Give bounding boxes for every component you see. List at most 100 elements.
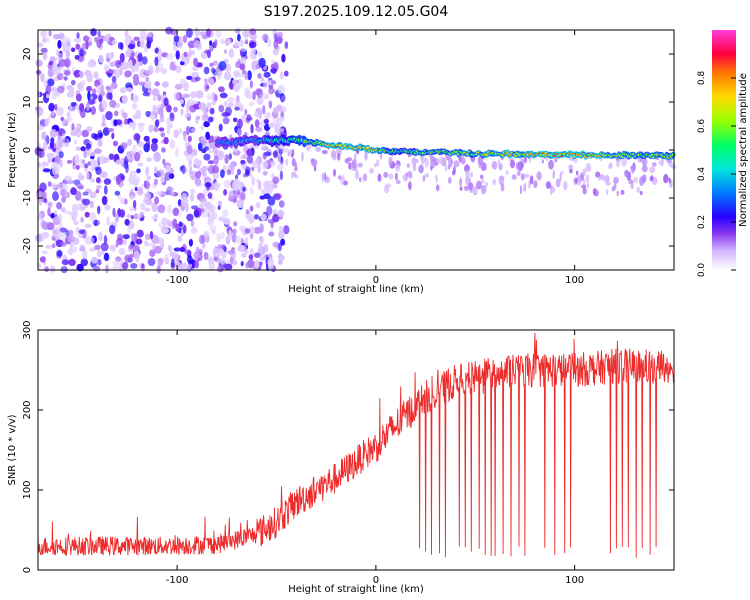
noise-speckle	[86, 150, 90, 157]
noise-speckle	[215, 69, 223, 77]
noise-speckle	[264, 112, 272, 119]
noise-speckle	[194, 27, 200, 37]
noise-speckle	[127, 43, 136, 50]
noise-speckle	[146, 139, 151, 149]
noise-speckle	[209, 78, 215, 86]
scatter-speckle	[595, 171, 601, 178]
noise-speckle	[68, 104, 73, 111]
noise-speckle	[161, 147, 166, 153]
noise-speckle	[124, 198, 128, 205]
scatter-speckle	[498, 163, 503, 171]
scatter-speckle	[528, 180, 531, 189]
noise-speckle	[124, 70, 132, 78]
scatter-speckle	[485, 181, 488, 188]
noise-speckle	[277, 128, 285, 133]
noise-speckle	[239, 49, 243, 57]
noise-speckle	[263, 118, 269, 125]
noise-speckle	[208, 216, 213, 224]
noise-speckle	[106, 216, 111, 226]
noise-speckle	[260, 252, 267, 261]
noise-speckle	[172, 207, 180, 217]
scatter-speckle	[348, 162, 352, 170]
noise-speckle	[268, 100, 273, 109]
scatter-speckle	[465, 170, 471, 178]
noise-speckle	[89, 247, 97, 252]
noise-speckle	[89, 211, 97, 222]
noise-speckle	[153, 126, 159, 133]
noise-speckle	[278, 200, 285, 208]
scatter-speckle	[337, 175, 342, 180]
noise-speckle	[125, 49, 132, 58]
noise-speckle	[81, 129, 90, 138]
spectrogram-y-ticks: -20 -10 0 10 20	[22, 48, 674, 254]
noise-speckle	[244, 236, 249, 246]
noise-speckle	[232, 180, 240, 191]
noise-speckle	[145, 76, 150, 82]
noise-speckle	[247, 214, 256, 224]
x-tick-label: 100	[565, 575, 584, 586]
noise-speckle	[62, 36, 71, 45]
noise-speckle	[220, 169, 225, 179]
noise-speckle	[105, 111, 113, 121]
noise-speckle	[106, 57, 111, 63]
noise-speckle	[71, 123, 75, 131]
figure-title: S197.2025.109.12.05.G04	[264, 4, 449, 20]
noise-speckle	[56, 145, 61, 154]
noise-speckle	[262, 171, 268, 176]
noise-speckle	[120, 174, 126, 181]
noise-speckle	[44, 118, 49, 127]
noise-speckle	[232, 260, 238, 266]
noise-speckle	[223, 71, 232, 81]
noise-speckle	[112, 207, 116, 218]
noise-speckle	[238, 73, 246, 78]
noise-speckle	[97, 205, 101, 215]
noise-speckle	[47, 222, 55, 231]
noise-speckle	[92, 265, 101, 272]
noise-speckle	[45, 93, 50, 99]
noise-speckle	[74, 73, 80, 78]
noise-speckle	[124, 118, 128, 125]
scatter-speckle	[395, 179, 401, 185]
noise-speckle	[209, 225, 217, 232]
noise-speckle	[105, 85, 111, 91]
scatter-speckle	[436, 157, 440, 164]
scatter-speckle	[290, 153, 294, 158]
scatter-speckle	[315, 146, 321, 152]
noise-speckle	[163, 97, 169, 107]
noise-speckle	[79, 103, 85, 112]
scatter-speckle	[359, 176, 362, 183]
noise-speckle	[231, 169, 235, 175]
noise-speckle	[257, 180, 262, 190]
noise-speckle	[43, 197, 48, 203]
noise-speckle	[54, 103, 58, 111]
noise-speckle	[195, 90, 204, 99]
noise-speckle	[78, 229, 85, 235]
noise-speckle	[52, 165, 58, 176]
noise-speckle	[268, 160, 276, 165]
noise-speckle	[137, 162, 144, 167]
noise-speckle	[276, 31, 284, 38]
noise-speckle	[63, 76, 68, 81]
noise-speckle	[129, 253, 135, 258]
noise-speckle	[245, 166, 251, 175]
noise-speckle	[167, 204, 173, 215]
noise-speckle	[62, 43, 69, 53]
noise-speckle	[268, 122, 275, 128]
scatter-speckle	[408, 181, 412, 191]
scatter-speckle	[383, 184, 390, 194]
noise-speckle	[52, 61, 58, 69]
noise-speckle	[239, 63, 246, 71]
noise-speckle	[151, 88, 160, 97]
noise-speckle	[61, 207, 66, 213]
noise-speckle	[72, 246, 78, 253]
noise-speckle	[228, 101, 234, 108]
noise-speckle	[139, 39, 145, 49]
scatter-speckle	[500, 183, 505, 192]
noise-speckle	[75, 226, 79, 234]
scatter-speckle	[641, 165, 648, 173]
noise-speckle	[181, 196, 189, 207]
noise-speckle	[154, 56, 159, 67]
noise-speckle	[254, 260, 260, 269]
noise-speckle	[228, 153, 232, 160]
noise-speckle	[209, 62, 214, 67]
